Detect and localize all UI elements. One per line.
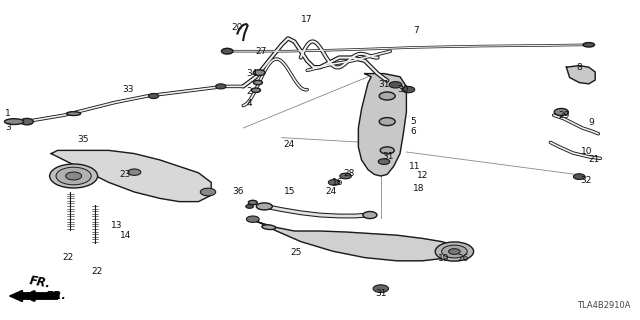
Text: 28: 28 <box>343 169 355 178</box>
Ellipse shape <box>253 80 262 85</box>
Text: 32: 32 <box>580 176 592 185</box>
Ellipse shape <box>56 167 92 185</box>
Text: 19: 19 <box>438 254 449 263</box>
Text: 13: 13 <box>111 221 123 230</box>
Text: 6: 6 <box>410 127 415 136</box>
Circle shape <box>246 204 253 208</box>
Text: 14: 14 <box>120 231 131 240</box>
Text: 34: 34 <box>246 69 257 78</box>
Text: 10: 10 <box>580 147 592 156</box>
Text: 18: 18 <box>413 184 425 193</box>
Ellipse shape <box>262 225 276 229</box>
Text: 23: 23 <box>120 170 131 179</box>
Text: 27: 27 <box>255 47 267 56</box>
Text: 26: 26 <box>458 254 469 263</box>
Text: 4: 4 <box>247 99 252 108</box>
Circle shape <box>148 93 159 99</box>
Ellipse shape <box>248 200 257 205</box>
Circle shape <box>573 174 585 180</box>
Text: 11: 11 <box>409 162 420 171</box>
Polygon shape <box>358 74 406 176</box>
Ellipse shape <box>221 48 233 54</box>
Text: FR.: FR. <box>29 274 52 291</box>
Text: 5: 5 <box>410 117 415 126</box>
Text: 15: 15 <box>284 188 295 196</box>
Ellipse shape <box>20 118 33 125</box>
Text: 30: 30 <box>397 85 409 94</box>
Text: 20: 20 <box>231 23 243 32</box>
Text: 7: 7 <box>413 26 419 35</box>
Text: 3: 3 <box>5 124 10 132</box>
Circle shape <box>246 216 259 222</box>
Ellipse shape <box>363 212 377 219</box>
Text: 22: 22 <box>63 253 74 262</box>
Ellipse shape <box>380 147 394 154</box>
Circle shape <box>340 173 351 179</box>
Ellipse shape <box>449 249 460 254</box>
Text: 16: 16 <box>332 178 343 187</box>
Text: 31: 31 <box>378 80 390 89</box>
Ellipse shape <box>583 43 595 47</box>
Ellipse shape <box>66 172 82 180</box>
Circle shape <box>200 188 216 196</box>
Text: 33: 33 <box>122 85 134 94</box>
FancyArrow shape <box>10 291 58 301</box>
Text: TLA4B2910A: TLA4B2910A <box>577 301 630 310</box>
Text: 8: 8 <box>577 63 582 72</box>
Ellipse shape <box>379 92 396 100</box>
Ellipse shape <box>379 117 396 125</box>
Text: 24: 24 <box>325 188 337 196</box>
Text: 1: 1 <box>5 109 10 118</box>
Ellipse shape <box>128 169 141 175</box>
Circle shape <box>402 86 415 93</box>
Text: 31: 31 <box>376 289 387 298</box>
Circle shape <box>373 285 388 292</box>
Text: 36: 36 <box>232 188 244 196</box>
Text: FR.: FR. <box>46 291 67 301</box>
Text: 2: 2 <box>247 87 252 96</box>
Ellipse shape <box>252 88 260 92</box>
Text: 21: 21 <box>588 156 600 164</box>
Ellipse shape <box>253 70 265 76</box>
Text: 24: 24 <box>284 140 295 149</box>
Polygon shape <box>51 150 211 202</box>
Text: 9: 9 <box>589 118 594 127</box>
Ellipse shape <box>4 119 24 124</box>
Ellipse shape <box>67 112 81 116</box>
Circle shape <box>216 84 226 89</box>
Text: 17: 17 <box>301 15 313 24</box>
Text: 25: 25 <box>290 248 301 257</box>
Text: 31: 31 <box>383 152 394 161</box>
Text: 35: 35 <box>77 135 89 144</box>
Ellipse shape <box>256 203 273 210</box>
Text: 12: 12 <box>417 171 428 180</box>
Ellipse shape <box>442 245 467 258</box>
Circle shape <box>389 82 402 88</box>
Polygon shape <box>566 66 595 84</box>
Circle shape <box>378 159 390 164</box>
Text: 29: 29 <box>559 111 570 120</box>
Ellipse shape <box>50 164 98 188</box>
Text: 22: 22 <box>92 268 103 276</box>
Ellipse shape <box>435 242 474 261</box>
Polygon shape <box>250 218 458 261</box>
Circle shape <box>328 180 340 185</box>
Ellipse shape <box>554 108 568 116</box>
